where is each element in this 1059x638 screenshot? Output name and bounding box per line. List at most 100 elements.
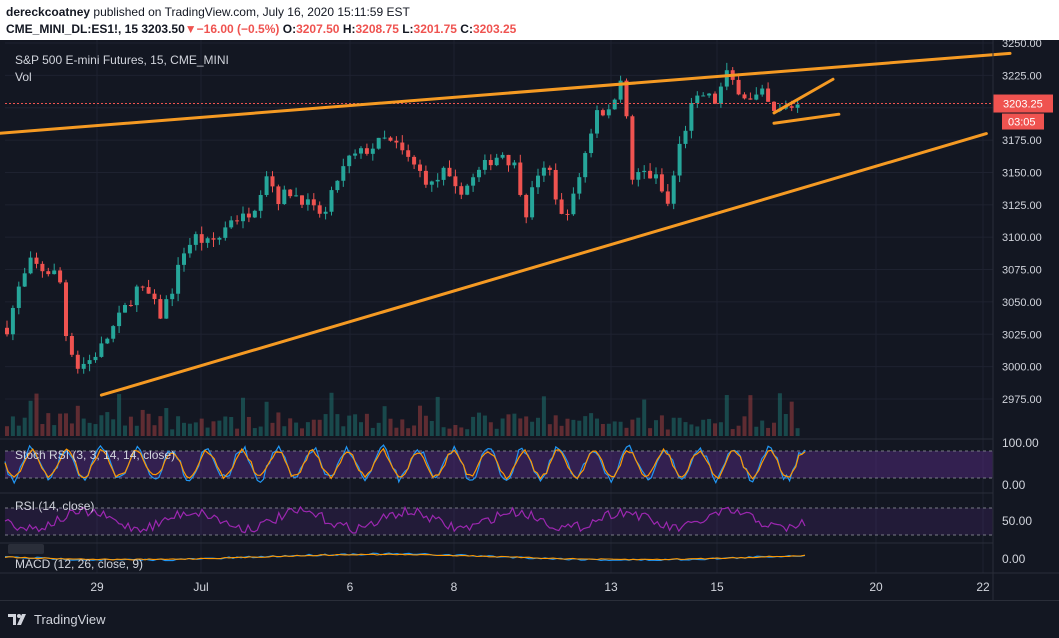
candle-body [164, 299, 169, 319]
candle-body [689, 103, 694, 131]
volume-bar [140, 409, 145, 436]
candle-body [441, 167, 446, 180]
volume-bar [677, 417, 682, 436]
volume-bar [683, 422, 688, 436]
candle-body [518, 162, 523, 195]
stoch-d-line [4, 447, 806, 480]
candle-body [28, 257, 33, 274]
candle-body [276, 186, 281, 205]
candle-body [93, 356, 98, 361]
candle-body [772, 101, 776, 111]
volume-bar [376, 422, 381, 436]
volume-bar [418, 405, 422, 436]
author-name[interactable]: dereckcoatney [6, 5, 91, 19]
candle-body [22, 273, 27, 287]
close-label: C: [460, 22, 473, 36]
volume-bar [370, 427, 375, 436]
candle-body [75, 354, 80, 369]
candle-body [16, 286, 21, 308]
volume-bar [713, 423, 717, 436]
volume-bar [471, 416, 476, 436]
volume-bar [583, 416, 588, 436]
candle-body [223, 227, 228, 238]
candle-body [111, 326, 116, 339]
collapse-pane-button[interactable] [8, 544, 44, 554]
trend-line-lower[interactable] [99, 132, 988, 397]
volume-bar [659, 415, 664, 436]
candle-body [117, 312, 122, 327]
candle-body [217, 237, 222, 240]
open-value: 3207.50 [296, 22, 340, 36]
price-tick-label: 3100.00 [1002, 232, 1042, 244]
trend-line-wedge-top[interactable] [772, 77, 835, 115]
volume-bar [270, 422, 275, 436]
candle-body [258, 194, 263, 211]
rsi-tick-50: 50.00 [1002, 514, 1032, 528]
candle-body [500, 154, 505, 158]
macd-label: MACD (12, 26, close, 9) [15, 557, 143, 571]
rsi-band [5, 508, 993, 535]
price-chart[interactable]: 2975.00 3000.00 3025.00 3050.00 3075.00 3100.… [0, 40, 1059, 600]
volume-bar [16, 425, 21, 436]
candle-body [252, 210, 257, 218]
volume-bar [435, 396, 440, 436]
rsi-line [4, 505, 806, 534]
volume-bar [317, 419, 322, 436]
candle-body [394, 140, 399, 143]
trend-line-wedge-bottom[interactable] [772, 112, 841, 125]
candle-body [530, 187, 535, 218]
volume-bar [482, 415, 487, 436]
footer-brand[interactable]: TradingView [34, 612, 106, 627]
volume-bar [211, 421, 216, 436]
candle-body [665, 191, 670, 204]
volume-bar [364, 413, 369, 436]
candle-body [335, 180, 340, 191]
volume-bar [595, 418, 599, 436]
candle-body [418, 164, 422, 171]
volume-bar [264, 401, 269, 436]
volume-bar [512, 413, 517, 436]
time-tick-label: 13 [604, 580, 618, 594]
volume-bar [506, 414, 511, 436]
candle-body [506, 154, 511, 166]
trend-line-upper[interactable] [0, 51, 1012, 135]
candle-body [199, 234, 204, 243]
candle-body [353, 153, 358, 156]
volume-bar [736, 425, 741, 436]
high-value: 3208.75 [355, 22, 399, 36]
volume-bar [341, 426, 346, 436]
candle-body [235, 220, 240, 222]
volume-bar [754, 426, 759, 436]
volume-bar [530, 421, 535, 436]
candle-body [671, 175, 676, 204]
trend-lines[interactable] [0, 51, 1012, 397]
candle-body [182, 253, 186, 265]
last-price: 3203.50 [141, 22, 185, 36]
candle-body [760, 88, 765, 95]
candle-body [559, 199, 564, 214]
volume-bar [636, 417, 641, 436]
volume-bar [134, 425, 139, 436]
candle-body [494, 157, 499, 166]
volume-bar [123, 425, 127, 436]
candle-body [52, 270, 57, 275]
volume-bar [394, 427, 399, 436]
candle-body [624, 80, 629, 117]
volume-bar [252, 428, 257, 436]
candle-body [565, 213, 570, 215]
volume-bar [577, 420, 582, 436]
candle-body [547, 167, 552, 170]
candle-body [736, 79, 741, 95]
volume-bar [64, 413, 68, 436]
tradingview-logo-icon [8, 614, 26, 625]
candle-body [229, 220, 234, 228]
time-tick-label: Jul [193, 580, 208, 594]
candle-body [347, 155, 352, 167]
volume-bar [176, 416, 181, 436]
volume-bar [323, 414, 328, 436]
rsi-label: RSI (14, close) [15, 499, 94, 513]
volume-bar [128, 416, 133, 436]
candle-body [724, 70, 729, 87]
high-label: H: [342, 22, 356, 36]
time-axis[interactable]: 29 Jul 6 8 13 15 20 22 [90, 580, 990, 594]
